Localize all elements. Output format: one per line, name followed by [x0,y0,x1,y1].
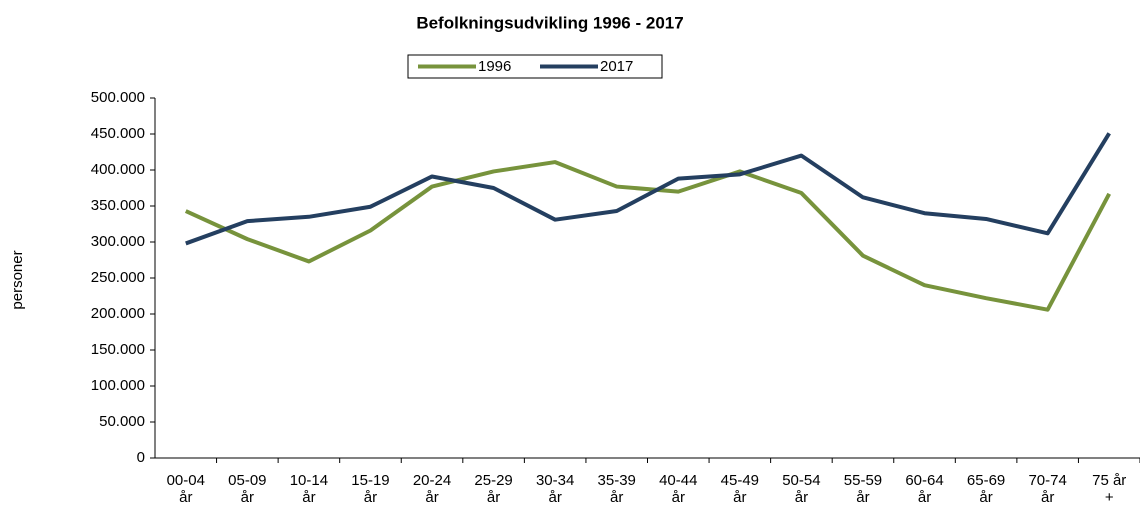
x-tick-label: 65-69 år [966,472,1006,506]
chart-title: Befolkningsudvikling 1996 - 2017 [416,13,683,32]
x-tick-label: 35-39 år [597,472,636,506]
x-tick-label: 05-09 år [228,472,267,506]
legend-label: 2017 [600,58,633,75]
x-tick-label: 40-44 år [659,472,698,506]
y-tick-label: 0 [137,449,145,466]
x-tick-label: 45-49 år [720,472,760,506]
y-tick-label: 500.000 [91,89,145,106]
y-tick-label: 150.000 [91,341,145,358]
x-tick-label: 10-14 år [289,472,329,506]
x-tick-label: 70-74 år [1028,472,1067,506]
y-tick-label: 200.000 [91,305,145,322]
x-tick-label: 50-54 år [782,472,821,506]
y-tick-label: 350.000 [91,197,145,214]
y-tick-label: 50.000 [99,413,145,430]
y-tick-label: 400.000 [91,161,145,178]
x-tick-label: 75 år + [1092,472,1127,506]
x-tick-label: 20-24 år [412,472,452,506]
x-tick-label: 25-29 år [474,472,513,506]
x-tick-label: 15-19 år [351,472,390,506]
y-axis-label: personer [9,250,26,309]
x-tick-label: 30-34 år [535,472,575,506]
x-tick-label: 60-64 år [905,472,944,506]
line-series [185,132,1111,246]
line-series [184,160,1111,312]
y-tick-label: 100.000 [91,377,145,394]
y-tick-label: 450.000 [91,125,145,142]
y-tick-label: 300.000 [91,233,145,250]
y-tick-label: 250.000 [91,269,145,286]
legend-label: 1996 [478,58,511,75]
x-tick-label: 55-59 år [843,472,883,506]
legend-box [407,54,663,79]
x-tick-label: 00-04 år [166,472,205,506]
